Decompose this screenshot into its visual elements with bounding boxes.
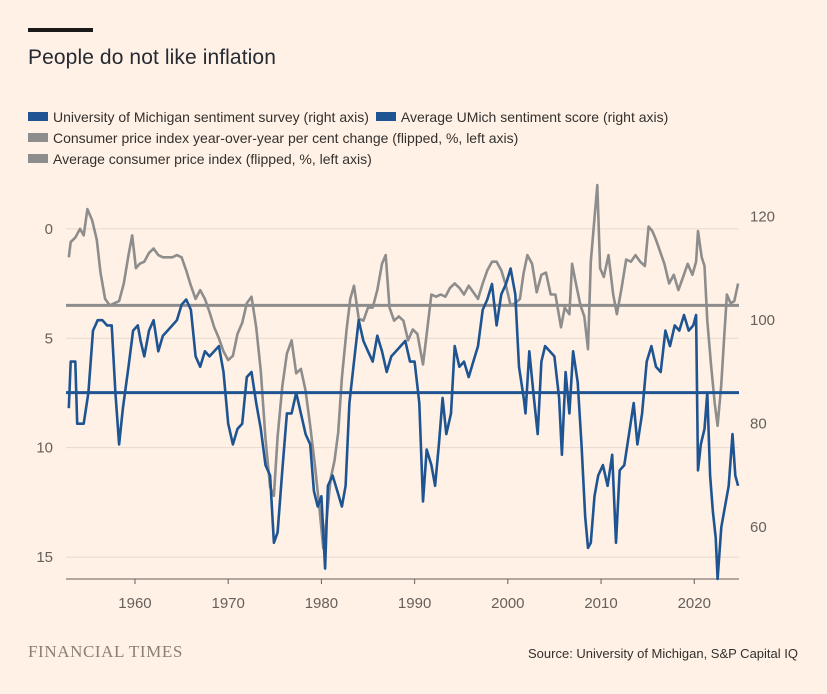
legend-row-1: University of Michigan sentiment survey …	[28, 106, 675, 127]
source-note: Source: University of Michigan, S&P Capi…	[528, 646, 798, 661]
right-axis-tick-label: 120	[750, 209, 775, 226]
legend-label-sentiment-average: Average UMich sentiment score (right axi…	[400, 108, 669, 125]
right-axis-tick-label: 80	[750, 416, 767, 433]
x-axis-tick-label: 2000	[491, 595, 524, 612]
x-axis-tick-label: 2010	[584, 595, 617, 612]
series-line-sentiment	[67, 267, 740, 581]
legend-row-3: Average consumer price index (flipped, %…	[28, 148, 675, 169]
series-line-cpi	[67, 183, 740, 550]
right-axis-tick-label: 60	[750, 519, 767, 536]
legend-label-cpi-average: Average consumer price index (flipped, %…	[53, 150, 372, 167]
x-axis-tick-label: 1990	[398, 595, 431, 612]
legend-item-sentiment-average: Average UMich sentiment score (right axi…	[375, 108, 669, 125]
x-axis-tick-label: 1970	[212, 595, 245, 612]
legend-label-sentiment: University of Michigan sentiment survey …	[53, 108, 369, 125]
left-axis-tick-label: 10	[36, 440, 53, 457]
legend-swatch-cpi	[28, 133, 48, 142]
left-axis-tick-label: 5	[45, 330, 53, 347]
ft-logo: FINANCIAL TIMES	[28, 642, 183, 661]
left-axis-tick-label: 15	[36, 549, 53, 566]
legend-item-cpi-average: Average consumer price index (flipped, %…	[28, 151, 372, 167]
chart-title: People do not like inflation	[28, 46, 276, 69]
legend-label-cpi: Consumer price index year-over-year per …	[53, 129, 519, 146]
legend-swatch-sentiment-average	[375, 112, 396, 121]
legend-swatch-cpi-average	[28, 154, 48, 163]
legend: University of Michigan sentiment survey …	[28, 106, 675, 169]
x-axis-tick-label: 1980	[305, 595, 338, 612]
x-axis-tick-label: 1960	[118, 595, 151, 612]
left-axis-tick-label: 0	[45, 221, 53, 238]
legend-item-cpi: Consumer price index year-over-year per …	[28, 130, 518, 146]
legend-item-sentiment: University of Michigan sentiment survey …	[28, 109, 369, 125]
top-rule	[28, 28, 93, 32]
x-axis-tick-label: 2020	[678, 595, 711, 612]
right-axis-tick-label: 100	[750, 312, 775, 329]
legend-row-2: Consumer price index year-over-year per …	[28, 127, 675, 148]
legend-swatch-sentiment	[28, 112, 48, 121]
